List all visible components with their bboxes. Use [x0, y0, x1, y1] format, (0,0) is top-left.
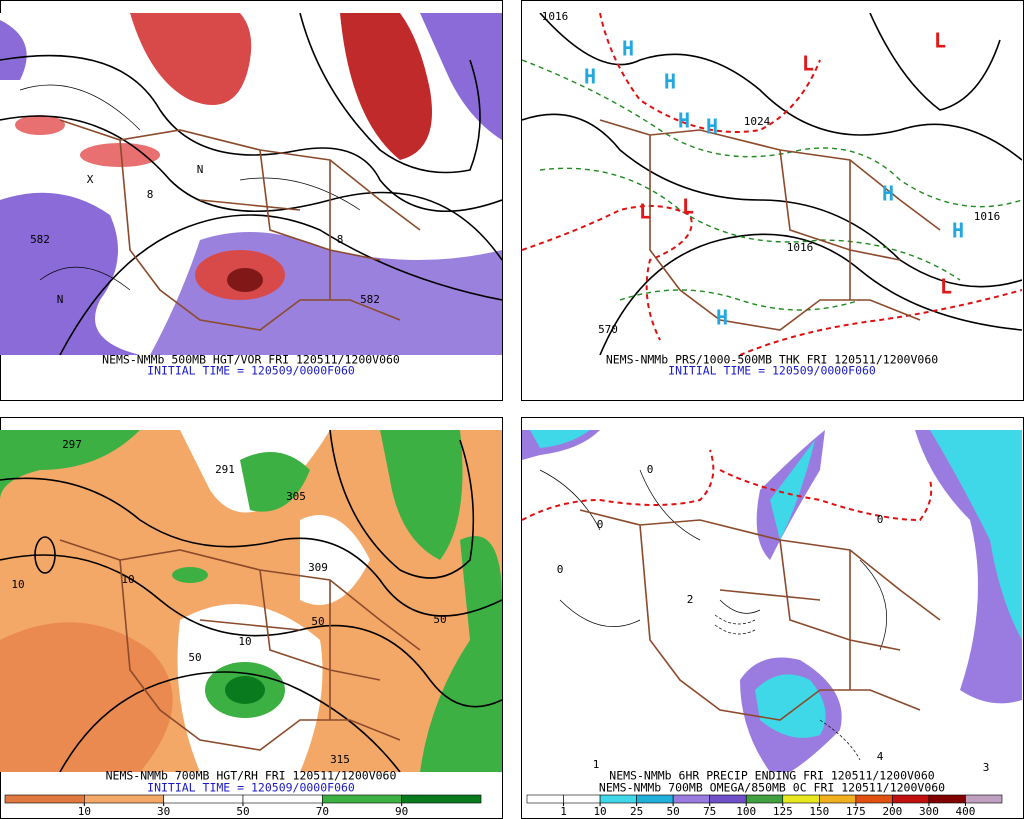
colorbar: 10 30 50 70 90 — [4, 794, 482, 818]
contour-label: 50 — [188, 651, 201, 664]
contour-label: 50 — [433, 613, 446, 626]
colorbar-label: 10 — [78, 805, 91, 818]
contour-label: 0 — [597, 518, 604, 531]
pressure-center: H — [706, 115, 718, 139]
contour-label: 1 — [593, 758, 600, 771]
contour-label: 4 — [877, 750, 884, 763]
panel-caption: NEMS-NMMb PRS/1000-500MB THK FRI 120511/… — [606, 353, 938, 367]
colorbar-label: 70 — [316, 805, 329, 818]
pressure-center: L — [940, 275, 952, 299]
contour-label: 305 — [286, 490, 306, 503]
colorbar-label: 1 — [560, 805, 567, 818]
colorbar-bin — [526, 794, 564, 804]
pressure-center: L — [639, 200, 651, 224]
contour-label: X — [87, 173, 94, 186]
contour-label: 0 — [647, 463, 654, 476]
panel-caption: NEMS-NMMb 6HR PRECIP ENDING FRI 120511/1… — [609, 769, 934, 783]
colorbar-bin — [4, 794, 85, 804]
panel-caption: NEMS-NMMb 700MB HGT/RH FRI 120511/1200V0… — [106, 769, 397, 783]
colorbar-bin — [855, 794, 893, 804]
pressure-center: H — [716, 306, 728, 330]
colorbar-label: 175 — [846, 805, 866, 818]
contour-label: 582 — [360, 293, 380, 306]
pressure-center: H — [952, 219, 964, 243]
contour-label: 1016 — [787, 241, 814, 254]
colorbar-label: 150 — [809, 805, 829, 818]
colorbar-bin — [322, 794, 402, 804]
contour-label: 291 — [215, 463, 235, 476]
colorbar-bin — [636, 794, 674, 804]
contour-label: 1016 — [974, 210, 1001, 223]
contour-label: 10 — [238, 635, 251, 648]
contour-label: 50 — [311, 615, 324, 628]
colorbar-bin — [892, 794, 930, 804]
colorbar-label: 125 — [773, 805, 793, 818]
contour-label: 3 — [983, 761, 990, 774]
map-precip — [522, 430, 1022, 772]
pressure-center: L — [682, 195, 694, 219]
contour-label: 570 — [598, 323, 618, 336]
contour-label: 10 — [11, 578, 24, 591]
colorbar-bin — [163, 794, 244, 804]
contour-label: 8 — [337, 233, 344, 246]
panel-caption: INITIAL TIME = 120509/0000F060 — [668, 364, 876, 378]
colorbar-label: 50 — [667, 805, 680, 818]
colorbar-label: 100 — [736, 805, 756, 818]
contour-label: 309 — [308, 561, 328, 574]
colorbar-label: 90 — [395, 805, 408, 818]
contour-label: 0 — [557, 563, 564, 576]
colorbar-bin — [819, 794, 857, 804]
colorbar-bin — [242, 794, 323, 804]
panel-caption: INITIAL TIME = 120509/0000F060 — [147, 364, 355, 378]
colorbar-bin — [745, 794, 784, 804]
colorbar-bin — [672, 794, 710, 804]
colorbar-label: 200 — [882, 805, 902, 818]
contour-label: 315 — [330, 753, 350, 766]
contour-label: 582 — [30, 233, 50, 246]
contour-label: N — [57, 293, 64, 306]
contour-label: 297 — [62, 438, 82, 451]
pressure-center: L — [934, 29, 946, 53]
pressure-center: L — [802, 52, 814, 76]
colorbar-label: 300 — [919, 805, 939, 818]
pressure-center: H — [584, 65, 596, 89]
contour-label: 2 — [687, 593, 694, 606]
contour-label: 1024 — [744, 115, 771, 128]
map-500mb — [0, 13, 502, 355]
colorbar-bin — [965, 794, 1003, 804]
colorbar: 1 10 25 50 75 100 125 150 175 200 300 400 — [526, 794, 1003, 818]
map-pressure — [522, 13, 1022, 355]
pressure-center: H — [882, 182, 894, 206]
panel-caption: INITIAL TIME = 120509/0000F060 — [147, 781, 355, 795]
colorbar-label: 75 — [703, 805, 716, 818]
panel-caption: NEMS-NMMb 500MB HGT/VOR FRI 120511/1200V… — [102, 353, 400, 367]
map-700mb — [0, 430, 502, 772]
colorbar-label: 30 — [157, 805, 170, 818]
colorbar-bin — [709, 794, 747, 804]
panel-caption: NEMS-NMMb 700MB OMEGA/850MB 0C FRI 12051… — [599, 781, 945, 795]
colorbar-label: 50 — [236, 805, 249, 818]
contour-label: N — [197, 163, 204, 176]
contour-label: 1016 — [542, 10, 569, 23]
pressure-center: H — [664, 70, 676, 94]
colorbar-label: 25 — [630, 805, 643, 818]
pressure-center: H — [622, 37, 634, 61]
colorbar-bin — [563, 794, 601, 804]
contour-label: 0 — [877, 513, 884, 526]
colorbar-bin — [599, 794, 637, 804]
pressure-center: H — [678, 109, 690, 133]
colorbar-bin — [782, 794, 820, 804]
colorbar-bin — [401, 794, 482, 804]
contour-label: 8 — [147, 188, 154, 201]
colorbar-label: 10 — [593, 805, 606, 818]
colorbar-label: 400 — [956, 805, 976, 818]
colorbar-bin — [84, 794, 164, 804]
contour-label: 10 — [121, 573, 134, 586]
colorbar-bin — [928, 794, 966, 804]
